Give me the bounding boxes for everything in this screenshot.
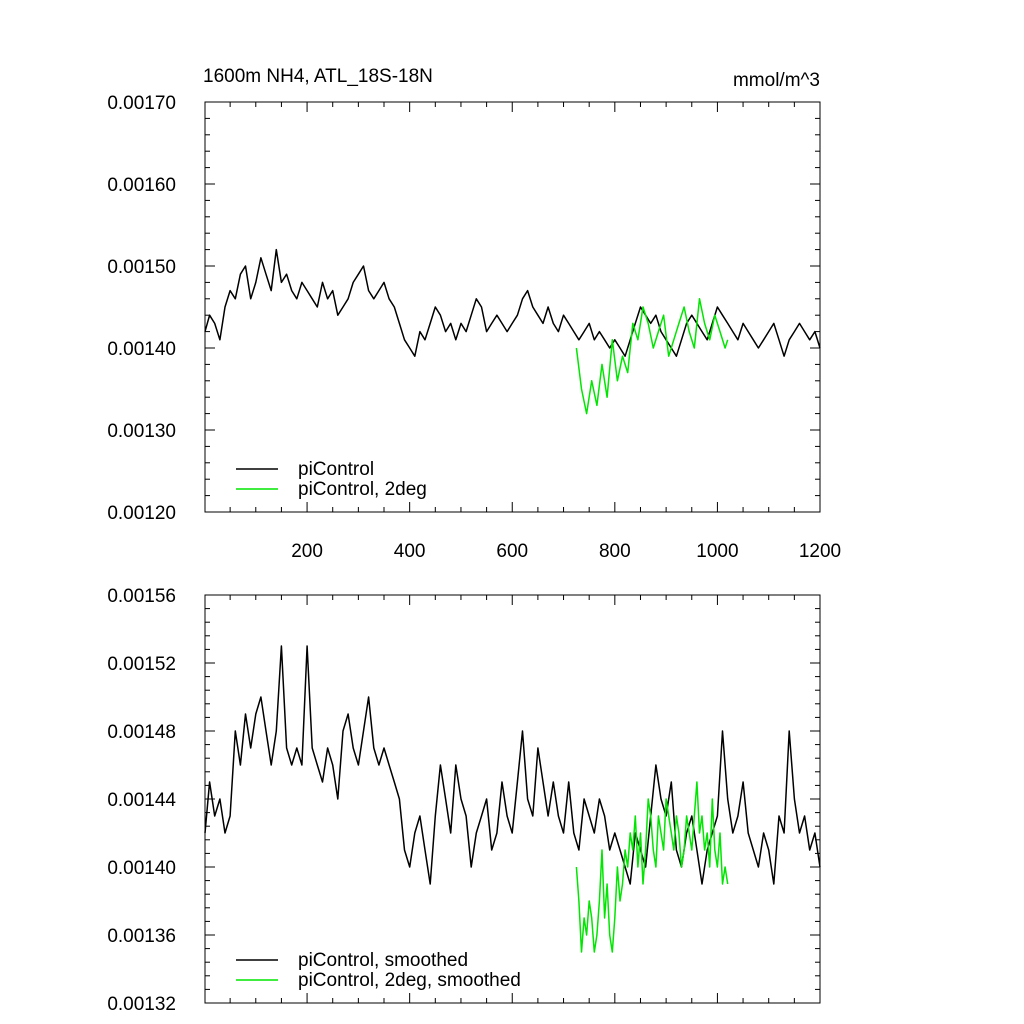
- y-tick-label: 0.00156: [107, 586, 176, 607]
- y-tick-label: 0.00170: [107, 93, 176, 114]
- series-group: [204, 248, 821, 415]
- series-line-0: [204, 645, 821, 885]
- series-line-1: [575, 781, 729, 953]
- y-axis: 0.00120 0.00130 0.00140 0.00150 0.00160 0.001…: [107, 93, 820, 524]
- x-tick-label: 800: [599, 541, 631, 562]
- legend-label: piControl, 2deg: [298, 479, 427, 500]
- y-tick-label: 0.00160: [107, 175, 176, 196]
- chart-title: 1600m NH4, ATL_18S-18N: [203, 66, 433, 87]
- series-line-1: [575, 298, 729, 415]
- y-tick-label: 0.00136: [107, 926, 176, 947]
- y-tick-label: 0.00140: [107, 858, 176, 879]
- y-tick-label: 0.00150: [107, 257, 176, 278]
- x-tick-label: 1000: [696, 541, 738, 562]
- bottom-panel: 0.00132 0.00136 0.00140 0.00144 0.00148 0.001…: [107, 586, 821, 1015]
- y-tick-label: 0.00148: [107, 722, 176, 743]
- series-group: [204, 645, 821, 953]
- x-tick-label: 600: [496, 541, 528, 562]
- series-line-0: [204, 248, 821, 357]
- y-tick-label: 0.00120: [107, 503, 176, 524]
- chart-units: mmol/m^3: [733, 70, 820, 91]
- y-tick-label: 0.00152: [107, 654, 176, 675]
- plot-frame: [204, 101, 821, 513]
- x-axis: 200 400 600 800 1000 1200: [229, 102, 841, 562]
- legend-label: piControl: [298, 459, 374, 480]
- top-panel: 1600m NH4, ATL_18S-18N mmol/m^3 0.001200…: [107, 66, 841, 562]
- x-tick-label: 400: [394, 541, 426, 562]
- y-tick-label: 0.00144: [107, 790, 176, 811]
- y-axis: 0.00132 0.00136 0.00140 0.00144 0.00148 0.001…: [107, 586, 820, 1015]
- x-tick-label: 200: [291, 541, 323, 562]
- y-tick-label: 0.00130: [107, 421, 176, 442]
- legend-label: piControl, 2deg, smoothed: [298, 970, 521, 991]
- y-tick-label: 0.00132: [107, 994, 176, 1015]
- x-axis: [229, 595, 821, 1003]
- legend-label: piControl, smoothed: [298, 950, 468, 971]
- x-tick-label: 1200: [799, 541, 841, 562]
- y-tick-label: 0.00140: [107, 339, 176, 360]
